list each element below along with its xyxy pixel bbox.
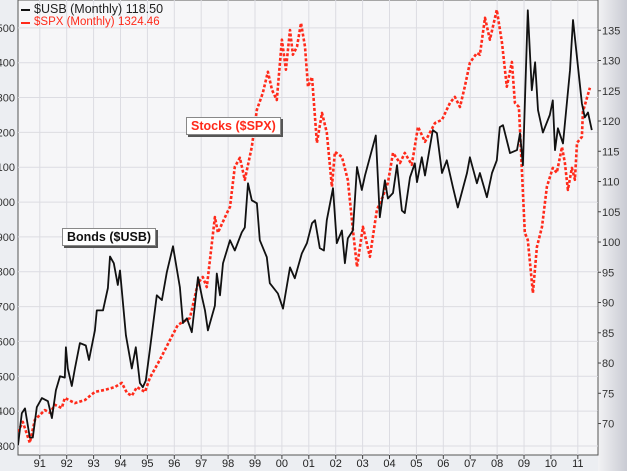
legend-item-usb: $USB (Monthly) 118.50: [21, 3, 163, 16]
right-tick-label: 130: [602, 56, 620, 68]
right-tick-label: 75: [602, 388, 614, 400]
left-tick-label: 800: [0, 267, 15, 279]
x-tick-label: 00: [276, 458, 288, 470]
x-tick-label: 04: [383, 458, 395, 470]
legend-label-spx: $SPX (Monthly): [34, 16, 115, 28]
annotation-bonds: Bonds ($USB): [62, 228, 157, 246]
x-axis: 91 92 93 94 95 96 97 98 99 00 01 02 03 04 05 06 07 08 09 10…: [34, 455, 584, 470]
series-lines: [18, 8, 593, 446]
right-axis-panel: [598, 0, 627, 471]
x-tick-label: 10: [545, 458, 557, 470]
x-tick-label: 92: [61, 458, 73, 470]
right-tick-label: 105: [602, 207, 620, 219]
left-tick-label: 1300: [0, 93, 15, 105]
x-tick-label: 11: [572, 458, 583, 470]
left-tick-label: 1500: [0, 23, 15, 35]
legend-label-usb: $USB (Monthly): [34, 2, 123, 16]
right-tick-label: 80: [602, 358, 614, 370]
left-tick-label: 500: [0, 371, 15, 383]
left-tick-label: 700: [0, 302, 15, 314]
series-line-usb: [18, 9, 593, 446]
x-tick-label: 94: [114, 458, 126, 470]
x-tick-label: 98: [222, 458, 234, 470]
right-tick-label: 120: [602, 116, 620, 128]
left-tick-label: 1200: [0, 127, 15, 139]
right-tick-label: 90: [602, 298, 614, 310]
right-tick-label: 135: [602, 25, 620, 37]
x-tick-label: 06: [437, 458, 449, 470]
x-tick-label: 99: [249, 458, 261, 470]
x-tick-label: 91: [34, 458, 46, 470]
right-tick-label: 95: [602, 267, 614, 279]
x-tick-label: 01: [303, 458, 315, 470]
right-tick-label: 85: [602, 328, 614, 340]
left-tick-label: 600: [0, 336, 15, 348]
series-line-spx: [18, 8, 592, 445]
x-tick-label: 97: [195, 458, 207, 470]
left-tick-label: 1400: [0, 58, 15, 70]
x-tick-label: 08: [491, 458, 503, 470]
left-tick-label: 400: [0, 406, 15, 418]
x-tick-label: 93: [87, 458, 99, 470]
left-tick-label: 300: [0, 441, 15, 453]
legend-value-spx: 1324.46: [118, 16, 160, 28]
x-tick-label: 03: [356, 458, 368, 470]
left-tick-label: 900: [0, 232, 15, 244]
right-tick-label: 115: [602, 146, 620, 158]
right-tick-label: 100: [602, 237, 620, 249]
x-tick-label: 05: [410, 458, 422, 470]
annotation-stocks: Stocks ($SPX): [186, 117, 281, 135]
right-tick-label: 70: [602, 419, 614, 431]
x-tick-label: 95: [141, 458, 153, 470]
legend-swatch-usb: [21, 8, 30, 11]
right-tick-label: 110: [602, 177, 620, 189]
x-tick-label: 02: [330, 458, 342, 470]
legend-value-usb: 118.50: [125, 2, 164, 16]
x-tick-label: 09: [518, 458, 530, 470]
legend-swatch-spx: [21, 21, 30, 24]
x-tick-label: 07: [464, 458, 476, 470]
right-axis: 135 130 125 120 115 110 105 100 95 90 85 80 75 70: [597, 0, 620, 455]
legend-item-spx: $SPX (Monthly) 1324.46: [21, 16, 163, 29]
gridlines: [18, 0, 598, 455]
legend: $USB (Monthly) 118.50 $SPX (Monthly) 132…: [21, 3, 163, 29]
right-tick-label: 125: [602, 86, 620, 98]
x-tick-label: 96: [168, 458, 180, 470]
